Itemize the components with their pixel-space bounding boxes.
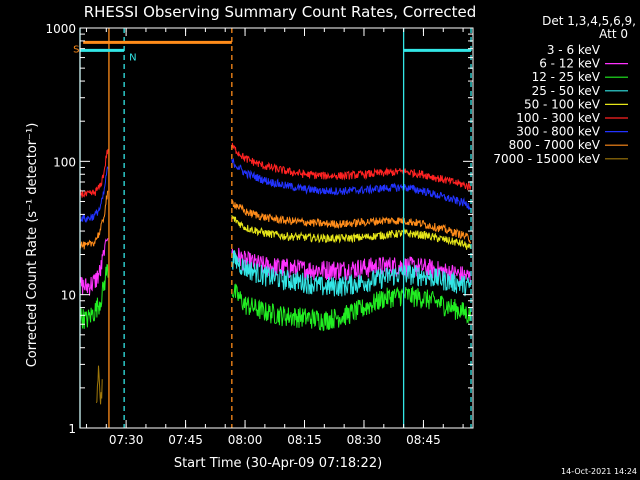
series-line bbox=[231, 282, 472, 332]
legend-label: 300 - 800 keV bbox=[516, 125, 600, 139]
legend-label: 50 - 100 keV bbox=[524, 97, 601, 111]
x-tick-label: 07:45 bbox=[168, 433, 203, 447]
y-tick-label: 1 bbox=[68, 422, 76, 436]
series-100-300kev bbox=[80, 142, 472, 198]
series-300-800kev bbox=[80, 157, 472, 224]
x-axis: 07:30 07:45 08:00 08:15 08:30 08:45 bbox=[85, 28, 464, 447]
series-line bbox=[80, 190, 109, 250]
series-7000-15000kev bbox=[95, 365, 103, 405]
y-tick-label: 100 bbox=[53, 155, 76, 169]
instrument-flags: SN bbox=[73, 40, 472, 63]
legend-label: 12 - 25 keV bbox=[532, 70, 601, 84]
x-tick-label: 08:45 bbox=[406, 433, 441, 447]
series-line bbox=[80, 263, 109, 329]
x-tick-label: 08:00 bbox=[228, 433, 263, 447]
series-line bbox=[80, 148, 109, 198]
y-tick-label: 10 bbox=[61, 289, 76, 303]
chart-title: RHESSI Observing Summary Count Rates, Co… bbox=[84, 3, 477, 21]
series-25-50kev bbox=[231, 250, 472, 297]
series-800-7000kev bbox=[80, 190, 472, 250]
legend-header-line-2: Att 0 bbox=[599, 27, 628, 41]
legend-label: 6 - 12 keV bbox=[539, 57, 601, 71]
y-axis-label: Corrected Count Rate (s⁻¹ detector⁻¹) bbox=[25, 123, 40, 368]
plot-frame bbox=[79, 27, 474, 429]
series-12-25kev bbox=[80, 263, 472, 332]
render-timestamp: 14-Oct-2021 14:24 bbox=[561, 467, 637, 476]
series-line bbox=[231, 215, 472, 250]
x-tick-label: 08:15 bbox=[287, 433, 322, 447]
legend-label: 3 - 6 keV bbox=[547, 43, 601, 57]
x-tick-label: 07:30 bbox=[109, 433, 144, 447]
legend-label: 100 - 300 keV bbox=[516, 111, 600, 125]
flag-label-s: S bbox=[73, 44, 79, 55]
legend-label: 7000 - 15000 keV bbox=[493, 152, 600, 166]
series-line bbox=[231, 199, 472, 244]
x-axis-label: Start Time (30-Apr-09 07:18:22) bbox=[174, 456, 382, 471]
legend-label: 800 - 7000 keV bbox=[509, 138, 601, 152]
y-tick-label: 1000 bbox=[45, 22, 76, 36]
flag-label-n: N bbox=[129, 52, 136, 63]
legend-header-line-1: Det 1,3,4,5,6,9, bbox=[542, 14, 636, 28]
x-tick-label: 08:30 bbox=[347, 433, 382, 447]
series-line bbox=[80, 237, 109, 296]
series-50-100kev bbox=[231, 215, 472, 250]
series-line bbox=[231, 157, 472, 210]
series-line bbox=[80, 251, 109, 311]
series-layer bbox=[80, 142, 472, 405]
series-line bbox=[231, 250, 472, 297]
legend-label: 25 - 50 keV bbox=[532, 84, 601, 98]
series-line bbox=[231, 142, 472, 191]
series-line bbox=[80, 166, 109, 224]
series-line bbox=[95, 365, 103, 405]
y-axis: 1 10 100 1000 bbox=[45, 22, 473, 436]
